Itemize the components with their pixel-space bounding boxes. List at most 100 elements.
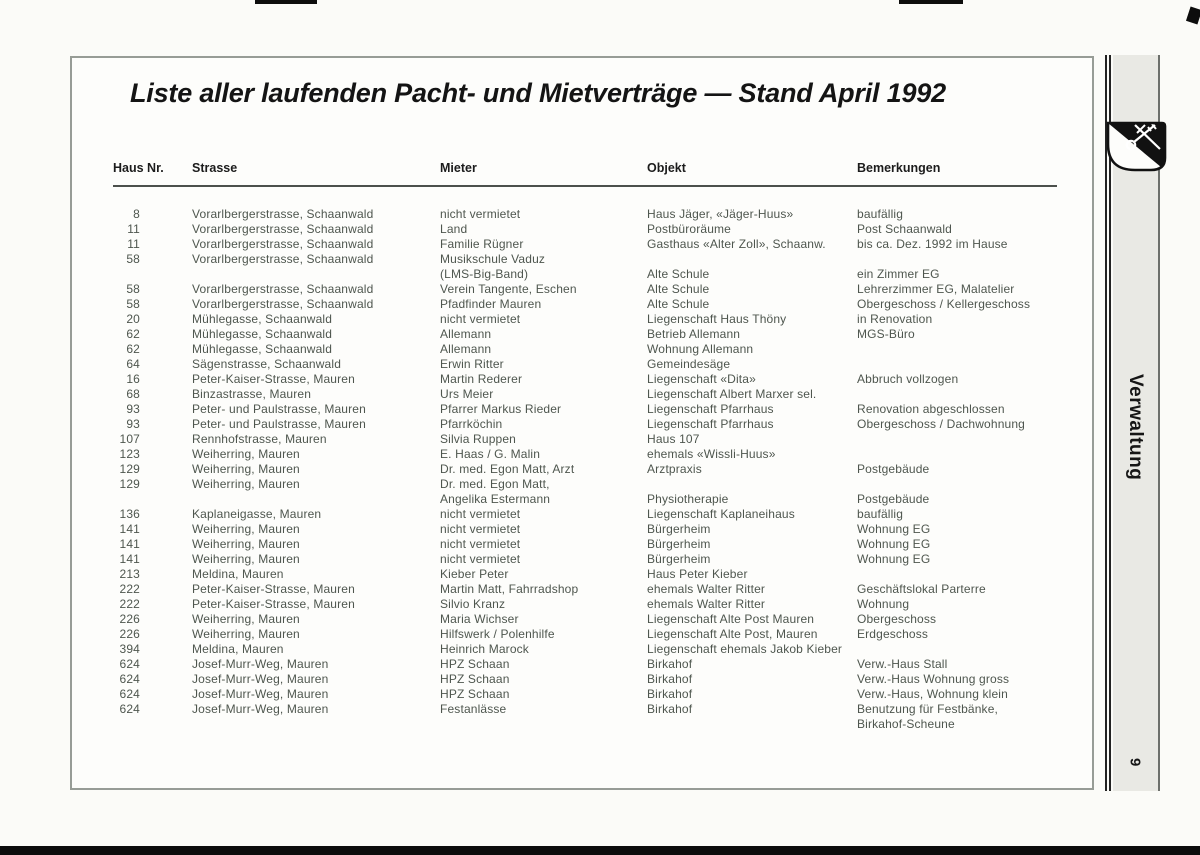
cell-strasse: Binzastrasse, Mauren: [192, 387, 312, 401]
table-row: 141 Weiherring, Mauren nicht vermietet Bürg…: [70, 522, 1080, 537]
cell-objekt: Alte Schule: [647, 282, 710, 296]
cell-bemerkung: Abbruch vollzogen: [857, 372, 959, 386]
cell-strasse: Vorarlbergerstrasse, Schaanwald: [192, 252, 374, 266]
cell-objekt: Liegenschaft Kaplaneihaus: [647, 507, 795, 521]
cell-hausnr: 62: [126, 327, 140, 341]
page-bottom-scan-bar: [0, 846, 1200, 855]
cell-bemerkung: Postgebäude: [857, 462, 930, 476]
cell-strasse: Vorarlbergerstrasse, Schaanwald: [192, 282, 374, 296]
table-row: 141 Weiherring, Mauren nicht vermietet Bürg…: [70, 537, 1080, 552]
column-header-objekt: Objekt: [647, 161, 686, 175]
cell-hausnr: 141: [119, 552, 140, 566]
cell-bemerkung: Obergeschoss / Dachwohnung: [857, 417, 1025, 431]
cell-objekt: Birkahof: [647, 702, 693, 716]
cell-objekt: Bürgerheim: [647, 537, 711, 551]
cell-hausnr: [70, 717, 140, 732]
cell-bemerkung: Verw.-Haus, Wohnung klein: [857, 687, 1008, 701]
cell-strasse: Peter-Kaiser-Strasse, Mauren: [192, 597, 355, 611]
cell-hausnr: 16: [126, 372, 140, 386]
cell-objekt: Liegenschaft Haus Thöny: [647, 312, 787, 326]
cell-mieter: Hilfswerk / Polenhilfe: [440, 627, 555, 641]
cell-hausnr: 123: [119, 447, 140, 461]
cell-strasse: Weiherring, Mauren: [192, 477, 300, 491]
cell-hausnr: 222: [119, 582, 140, 596]
cell-mieter: Erwin Ritter: [440, 357, 504, 371]
table-row: 213 Meldina, Mauren Kieber Peter Haus Peter…: [70, 567, 1080, 582]
cell-bemerkung: [857, 387, 1080, 402]
cell-objekt: Birkahof: [647, 672, 693, 686]
table-row: Birkahof-Scheune: [70, 717, 1080, 732]
cell-objekt: Betrieb Allemann: [647, 327, 741, 341]
table-row: 123 Weiherring, Mauren E. Haas / G. Malin e…: [70, 447, 1080, 462]
table-row: 129 Weiherring, Mauren Dr. med. Egon Matt,: [70, 477, 1080, 492]
sidebar-section-label: Verwaltung: [1125, 373, 1146, 481]
cell-bemerkung: [857, 357, 1080, 372]
cell-mieter: HPZ Schaan: [440, 672, 510, 686]
cell-hausnr: 11: [127, 222, 140, 236]
cell-mieter: HPZ Schaan: [440, 687, 510, 701]
table-row: 394 Meldina, Mauren Heinrich Marock Liegens…: [70, 642, 1080, 657]
cell-objekt: [647, 252, 857, 267]
cell-strasse: Vorarlbergerstrasse, Schaanwald: [192, 222, 374, 236]
page-number: 9: [1126, 757, 1144, 767]
cell-strasse: [140, 492, 440, 507]
cell-mieter: Allemann: [440, 327, 492, 341]
sidebar-strip: [1113, 55, 1160, 791]
cell-strasse: Vorarlbergerstrasse, Schaanwald: [192, 297, 374, 311]
cell-bemerkung: bis ca. Dez. 1992 im Hause: [857, 237, 1008, 251]
cell-mieter: Dr. med. Egon Matt, Arzt: [440, 462, 575, 476]
cell-hausnr: 624: [119, 687, 140, 701]
header-underline: [113, 185, 1057, 187]
sword-icon: [1134, 124, 1161, 150]
cell-mieter: nicht vermietet: [440, 537, 521, 551]
cell-strasse: [140, 717, 440, 732]
cell-hausnr: 93: [126, 402, 140, 416]
cell-mieter: Angelika Estermann: [440, 492, 551, 506]
cell-mieter: Pfarrer Markus Rieder: [440, 402, 562, 416]
cell-mieter: Land: [440, 222, 468, 236]
table-row: 136 Kaplaneigasse, Mauren nicht vermietet L…: [70, 507, 1080, 522]
cell-mieter: Maria Wichser: [440, 612, 519, 626]
cell-hausnr: 624: [119, 672, 140, 686]
table-row: (LMS-Big-Band) Alte Schule ein Zimmer EG: [70, 267, 1080, 282]
cell-bemerkung: [857, 252, 1080, 267]
cell-hausnr: 58: [126, 282, 140, 296]
cell-mieter: Kieber Peter: [440, 567, 509, 581]
cell-objekt: Birkahof: [647, 657, 693, 671]
cell-mieter: nicht vermietet: [440, 507, 521, 521]
cell-bemerkung: Post Schaanwald: [857, 222, 952, 236]
column-header-bemerkungen: Bemerkungen: [857, 161, 941, 175]
cell-hausnr: 20: [126, 312, 140, 326]
table-row: 62 Mühlegasse, Schaanwald Allemann Betrieb …: [70, 327, 1080, 342]
cell-mieter: HPZ Schaan: [440, 657, 510, 671]
cell-mieter: (LMS-Big-Band): [440, 267, 529, 281]
table-row: 226 Weiherring, Mauren Maria Wichser Liegen…: [70, 612, 1080, 627]
cell-mieter: nicht vermietet: [440, 552, 521, 566]
cell-strasse: Vorarlbergerstrasse, Schaanwald: [192, 207, 374, 221]
cell-hausnr: 129: [119, 462, 140, 476]
cell-hausnr: 394: [119, 642, 140, 656]
cell-objekt: Liegenschaft Pfarrhaus: [647, 402, 774, 416]
cell-hausnr: 141: [119, 537, 140, 551]
cell-hausnr: 11: [127, 237, 140, 251]
cell-objekt: Liegenschaft Pfarrhaus: [647, 417, 774, 431]
cell-mieter: Verein Tangente, Eschen: [440, 282, 577, 296]
cell-objekt: Liegenschaft Albert Marxer sel.: [647, 387, 817, 401]
cell-hausnr: 8: [133, 207, 140, 221]
table-row: 129 Weiherring, Mauren Dr. med. Egon Matt,…: [70, 462, 1080, 477]
cell-bemerkung: [857, 447, 1080, 462]
cell-hausnr: 226: [119, 612, 140, 626]
cell-objekt: Haus Jäger, «Jäger-Huus»: [647, 207, 794, 221]
cell-objekt: ehemals Walter Ritter: [647, 582, 766, 596]
cell-bemerkung: Wohnung: [857, 597, 910, 611]
cell-bemerkung: Wohnung EG: [857, 552, 931, 566]
cell-mieter: Silvia Ruppen: [440, 432, 516, 446]
cell-strasse: [140, 267, 440, 282]
cell-bemerkung: Obergeschoss: [857, 612, 937, 626]
cell-bemerkung: Verw.-Haus Stall: [857, 657, 948, 671]
column-header-strasse: Strasse: [192, 161, 238, 175]
cell-mieter: Pfarrköchin: [440, 417, 503, 431]
cell-bemerkung: Wohnung EG: [857, 537, 931, 551]
table-row: 11 Vorarlbergerstrasse, Schaanwald Land Pos…: [70, 222, 1080, 237]
